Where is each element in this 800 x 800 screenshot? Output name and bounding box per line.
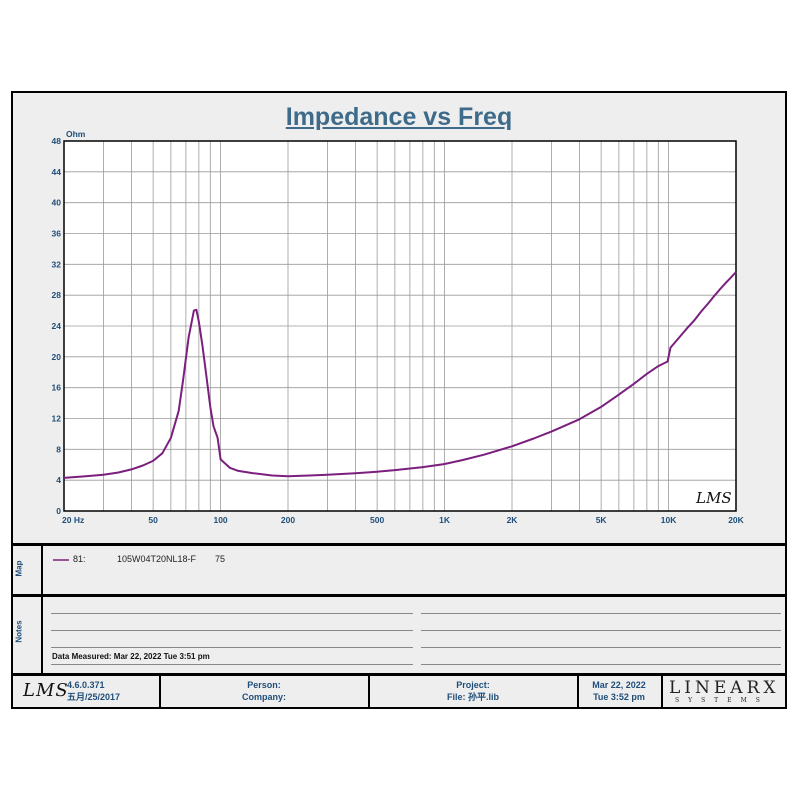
x-tick-label: 10K bbox=[661, 515, 677, 525]
version: 4.6.0.371 bbox=[67, 680, 105, 690]
separator-map bbox=[13, 594, 785, 597]
map-section: Map 81: 105W04T20NL18-F 75 bbox=[13, 546, 785, 594]
person-label: Person: bbox=[247, 680, 281, 690]
footer-divider-1 bbox=[159, 676, 161, 707]
footer-date: Mar 22, 2022 bbox=[592, 680, 646, 690]
y-axis-label: Ohm bbox=[66, 129, 86, 139]
x-tick-label: 500 bbox=[370, 515, 384, 525]
x-tick-label: 50 bbox=[148, 515, 158, 525]
y-tick-label: 0 bbox=[56, 506, 61, 516]
y-tick-label: 44 bbox=[52, 167, 62, 177]
project-label: Project: bbox=[456, 680, 490, 690]
x-tick-label: 200 bbox=[281, 515, 295, 525]
x-tick-label: 100 bbox=[213, 515, 227, 525]
x-tick-label: 2K bbox=[507, 515, 519, 525]
map-label: Map bbox=[14, 560, 24, 577]
x-tick-label: 1K bbox=[439, 515, 451, 525]
x-tick-label: 20 Hz bbox=[62, 515, 84, 525]
separator-notes bbox=[13, 673, 785, 676]
data-measured: Data Measured: Mar 22, 2022 Tue 3:51 pm bbox=[52, 652, 210, 661]
report-frame: Impedance vs Freq 0 4 8 12 16 20 24 28 32 36 40 44 4… bbox=[11, 91, 787, 709]
file-label: File: 孙平.lib bbox=[446, 692, 499, 702]
y-tick-label: 4 bbox=[56, 475, 61, 485]
version-date: 五月/25/2017 bbox=[67, 692, 121, 702]
y-tick-label: 40 bbox=[52, 198, 62, 208]
y-tick-label: 20 bbox=[52, 352, 62, 362]
y-tick-label: 24 bbox=[52, 321, 62, 331]
chart-title: Impedance vs Freq bbox=[285, 103, 513, 131]
y-tick-label: 32 bbox=[52, 259, 62, 269]
lms-watermark: LMS bbox=[695, 489, 732, 507]
impedance-series-line bbox=[63, 271, 737, 479]
plot-border bbox=[63, 140, 737, 512]
x-tick-label: 20K bbox=[728, 515, 744, 525]
y-tick-label: 36 bbox=[52, 229, 62, 239]
y-tick-label: 16 bbox=[52, 383, 62, 393]
notes-section: Notes Data Measured: Mar 22, 2022 Tue 3:… bbox=[13, 597, 785, 673]
notes-divider bbox=[41, 597, 43, 673]
legend-value: 75 bbox=[215, 554, 226, 564]
lms-logo: LMS bbox=[23, 680, 69, 701]
notes-label: Notes bbox=[14, 620, 24, 643]
map-divider bbox=[41, 546, 43, 594]
date-cell: Mar 22, 2022 Tue 3:52 pm bbox=[579, 676, 659, 707]
person-cell: Person: Company: bbox=[161, 676, 367, 707]
footer-divider-4 bbox=[661, 676, 663, 707]
linearx-logo: LINEARX bbox=[669, 678, 780, 698]
x-tick-label: 5K bbox=[596, 515, 608, 525]
company-label: Company: bbox=[241, 692, 286, 702]
y-tick-label: 8 bbox=[56, 444, 61, 454]
version-cell: 4.6.0.371 五月/25/2017 bbox=[67, 676, 157, 707]
y-tick-label: 48 bbox=[52, 136, 62, 146]
legend-id: 81: bbox=[73, 554, 86, 564]
y-tick-label: 28 bbox=[52, 290, 62, 300]
legend-swatch bbox=[53, 559, 69, 561]
footer-time: Tue 3:52 pm bbox=[593, 692, 645, 702]
separator-chart bbox=[13, 543, 785, 546]
linearx-subtitle: SYSTEMS bbox=[675, 697, 769, 704]
footer: LMS 4.6.0.371 五月/25/2017 Person: Company… bbox=[13, 676, 785, 707]
footer-divider-3 bbox=[577, 676, 579, 707]
y-tick-label: 12 bbox=[52, 414, 62, 424]
footer-divider-2 bbox=[368, 676, 370, 707]
legend-name: 105W04T20NL18-F bbox=[117, 554, 197, 564]
project-cell: Project: File: 孙平.lib bbox=[370, 676, 576, 707]
